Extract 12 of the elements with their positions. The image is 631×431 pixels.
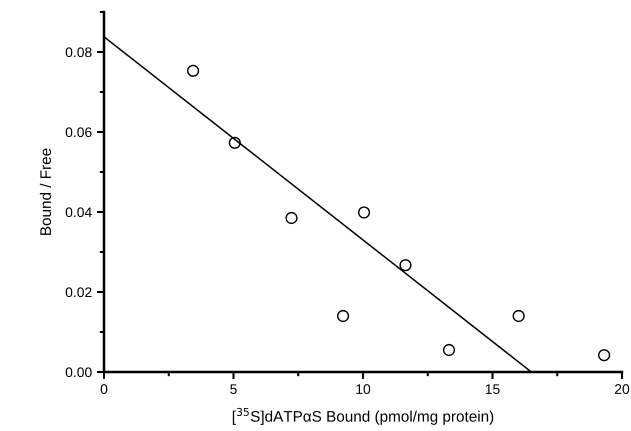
x-tick-label: 10 [356, 384, 370, 394]
x-tick-label: 15 [486, 384, 500, 394]
y-tick-label: 0.00 [66, 367, 92, 378]
y-tick-label: 0.06 [66, 127, 92, 138]
y-axis-title: Bound / Free [40, 148, 52, 235]
x-tick-label: 0 [100, 384, 108, 394]
y-tick-label: 0.04 [66, 207, 92, 218]
y-tick-label: 0.02 [66, 287, 92, 298]
x-tick-label: 5 [230, 384, 237, 394]
x-axis-title: [$^{35}$S]dATPαS Bound (pmol/mg protein) [232, 408, 494, 425]
y-tick-label: 0.08 [66, 47, 92, 58]
x-tick-label: 20 [614, 384, 630, 394]
